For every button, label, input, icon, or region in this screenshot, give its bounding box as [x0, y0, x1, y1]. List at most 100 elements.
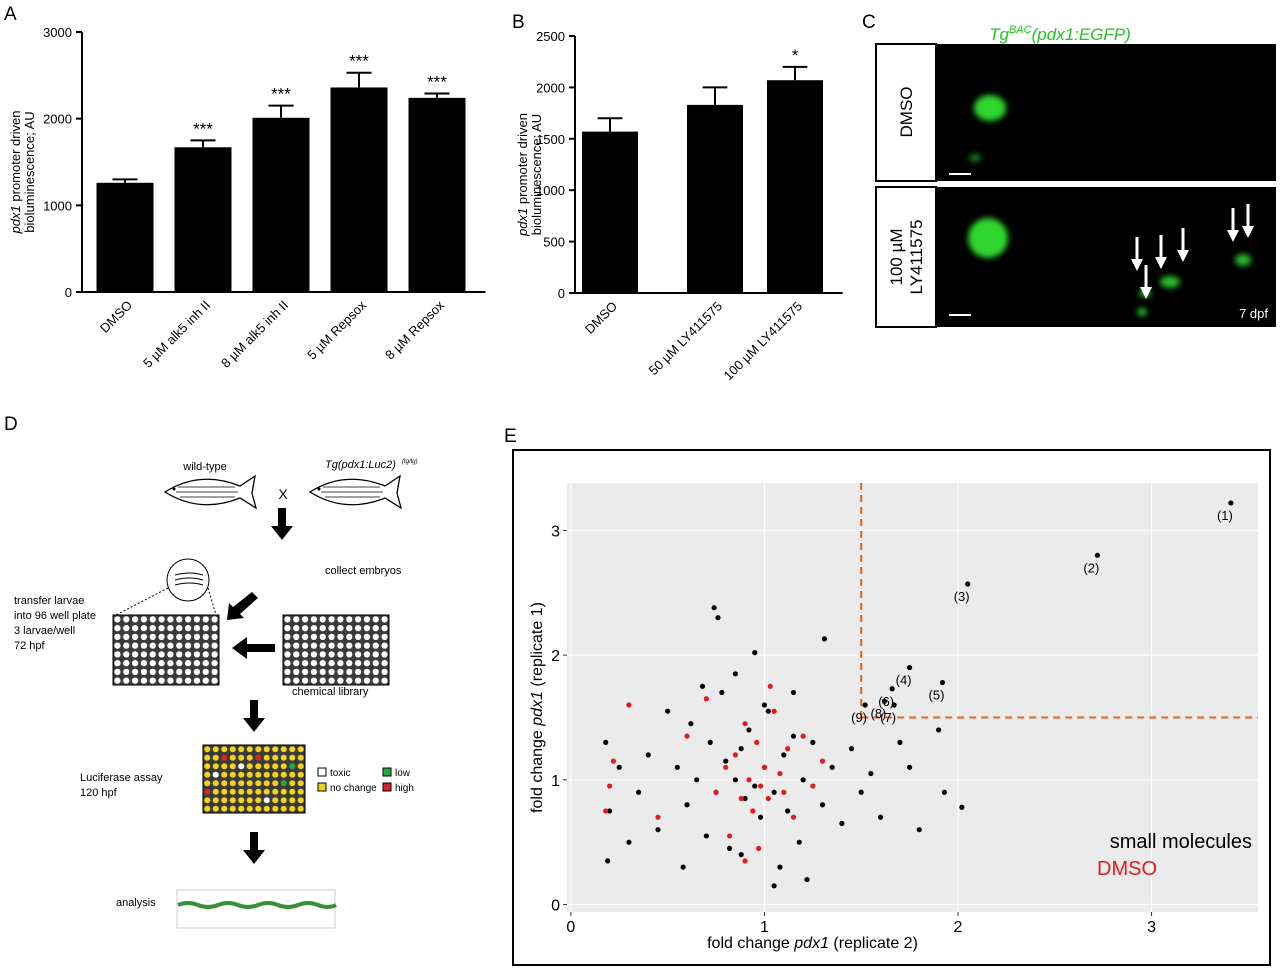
well: [328, 659, 335, 667]
significance: ***: [271, 85, 291, 104]
well: [202, 642, 209, 649]
legend-label: DMSO: [1097, 858, 1157, 880]
well: [363, 633, 371, 641]
well: [337, 624, 344, 632]
well: [337, 659, 344, 667]
point: [606, 783, 613, 789]
well: [167, 624, 174, 632]
panel-label: D: [4, 414, 18, 435]
bar: [96, 182, 154, 292]
point: [726, 845, 733, 851]
well: [123, 616, 130, 623]
well: [301, 659, 309, 667]
well: [272, 805, 279, 812]
point: [897, 739, 903, 745]
point: [680, 864, 686, 870]
well: [284, 616, 291, 623]
point-label: (4): [896, 673, 912, 688]
well: [284, 642, 291, 649]
y-axis-label: fold change pdx1 (replicate 1): [529, 602, 546, 813]
row-label-box: [875, 186, 937, 328]
row-label: 100 µM: [887, 228, 906, 285]
well: [255, 754, 262, 761]
y-axis-label: bioluminescence; AU: [22, 111, 37, 232]
well: [293, 642, 300, 649]
well-plate: [202, 744, 306, 814]
well: [337, 642, 344, 649]
well: [131, 642, 139, 649]
bar: [582, 131, 638, 293]
well: [167, 616, 174, 623]
well: [204, 797, 211, 804]
well: [167, 651, 174, 658]
well: [346, 668, 353, 676]
point: [626, 839, 632, 845]
label: 120 hpf: [80, 787, 118, 799]
point: [655, 814, 661, 820]
well: [204, 771, 211, 778]
bar: [687, 104, 743, 293]
point: [804, 876, 810, 883]
well: [319, 651, 326, 658]
well: [238, 754, 245, 761]
well: [140, 633, 148, 641]
well: [346, 616, 353, 623]
well: [263, 771, 270, 778]
well: [372, 633, 379, 641]
title-part: Tg: [989, 25, 1009, 44]
x-tick-label: 50 µM LY411575: [646, 299, 725, 378]
point: [699, 683, 706, 689]
well: [184, 668, 192, 676]
well: [381, 651, 388, 658]
well: [246, 746, 253, 753]
point: [655, 827, 661, 833]
point: [868, 770, 874, 777]
well: [114, 616, 121, 623]
well: [123, 642, 130, 649]
y-tick-label: 1000: [536, 183, 565, 198]
point: [684, 733, 690, 739]
point: [881, 698, 888, 704]
well: [123, 633, 130, 641]
point: [781, 789, 787, 795]
well: [123, 651, 130, 658]
row-label-box: [875, 43, 937, 182]
well: [149, 668, 156, 676]
point: [756, 845, 762, 851]
well: [114, 677, 121, 684]
well: [354, 624, 362, 632]
point: [616, 764, 622, 770]
well: [363, 642, 371, 649]
well: [284, 677, 291, 684]
significance: ***: [193, 119, 213, 138]
well: [289, 788, 296, 795]
well: [184, 677, 192, 684]
y-axis-label-part: (replicate 1): [529, 602, 546, 691]
point: [891, 702, 897, 708]
well: [263, 797, 270, 804]
point: [800, 777, 806, 783]
well: [337, 668, 344, 676]
well: [229, 805, 236, 812]
well: [272, 780, 279, 787]
well: [328, 642, 335, 649]
well: [381, 668, 388, 676]
well: [328, 651, 335, 658]
well: [337, 677, 344, 684]
point-label: (8): [870, 706, 886, 721]
well: [211, 651, 218, 658]
well: [158, 651, 165, 658]
well: [284, 651, 291, 658]
x-tick-label: 3: [1147, 919, 1156, 936]
point: [839, 820, 845, 827]
well: [363, 659, 371, 667]
well: [319, 677, 326, 684]
well: [158, 677, 165, 684]
well: [346, 659, 353, 667]
well: [158, 642, 165, 649]
well: [272, 797, 279, 804]
well: [372, 659, 379, 667]
label: into 96 well plate: [14, 610, 96, 622]
point: [723, 764, 729, 770]
x-tick-label: 5 µM Repsox: [304, 297, 369, 362]
